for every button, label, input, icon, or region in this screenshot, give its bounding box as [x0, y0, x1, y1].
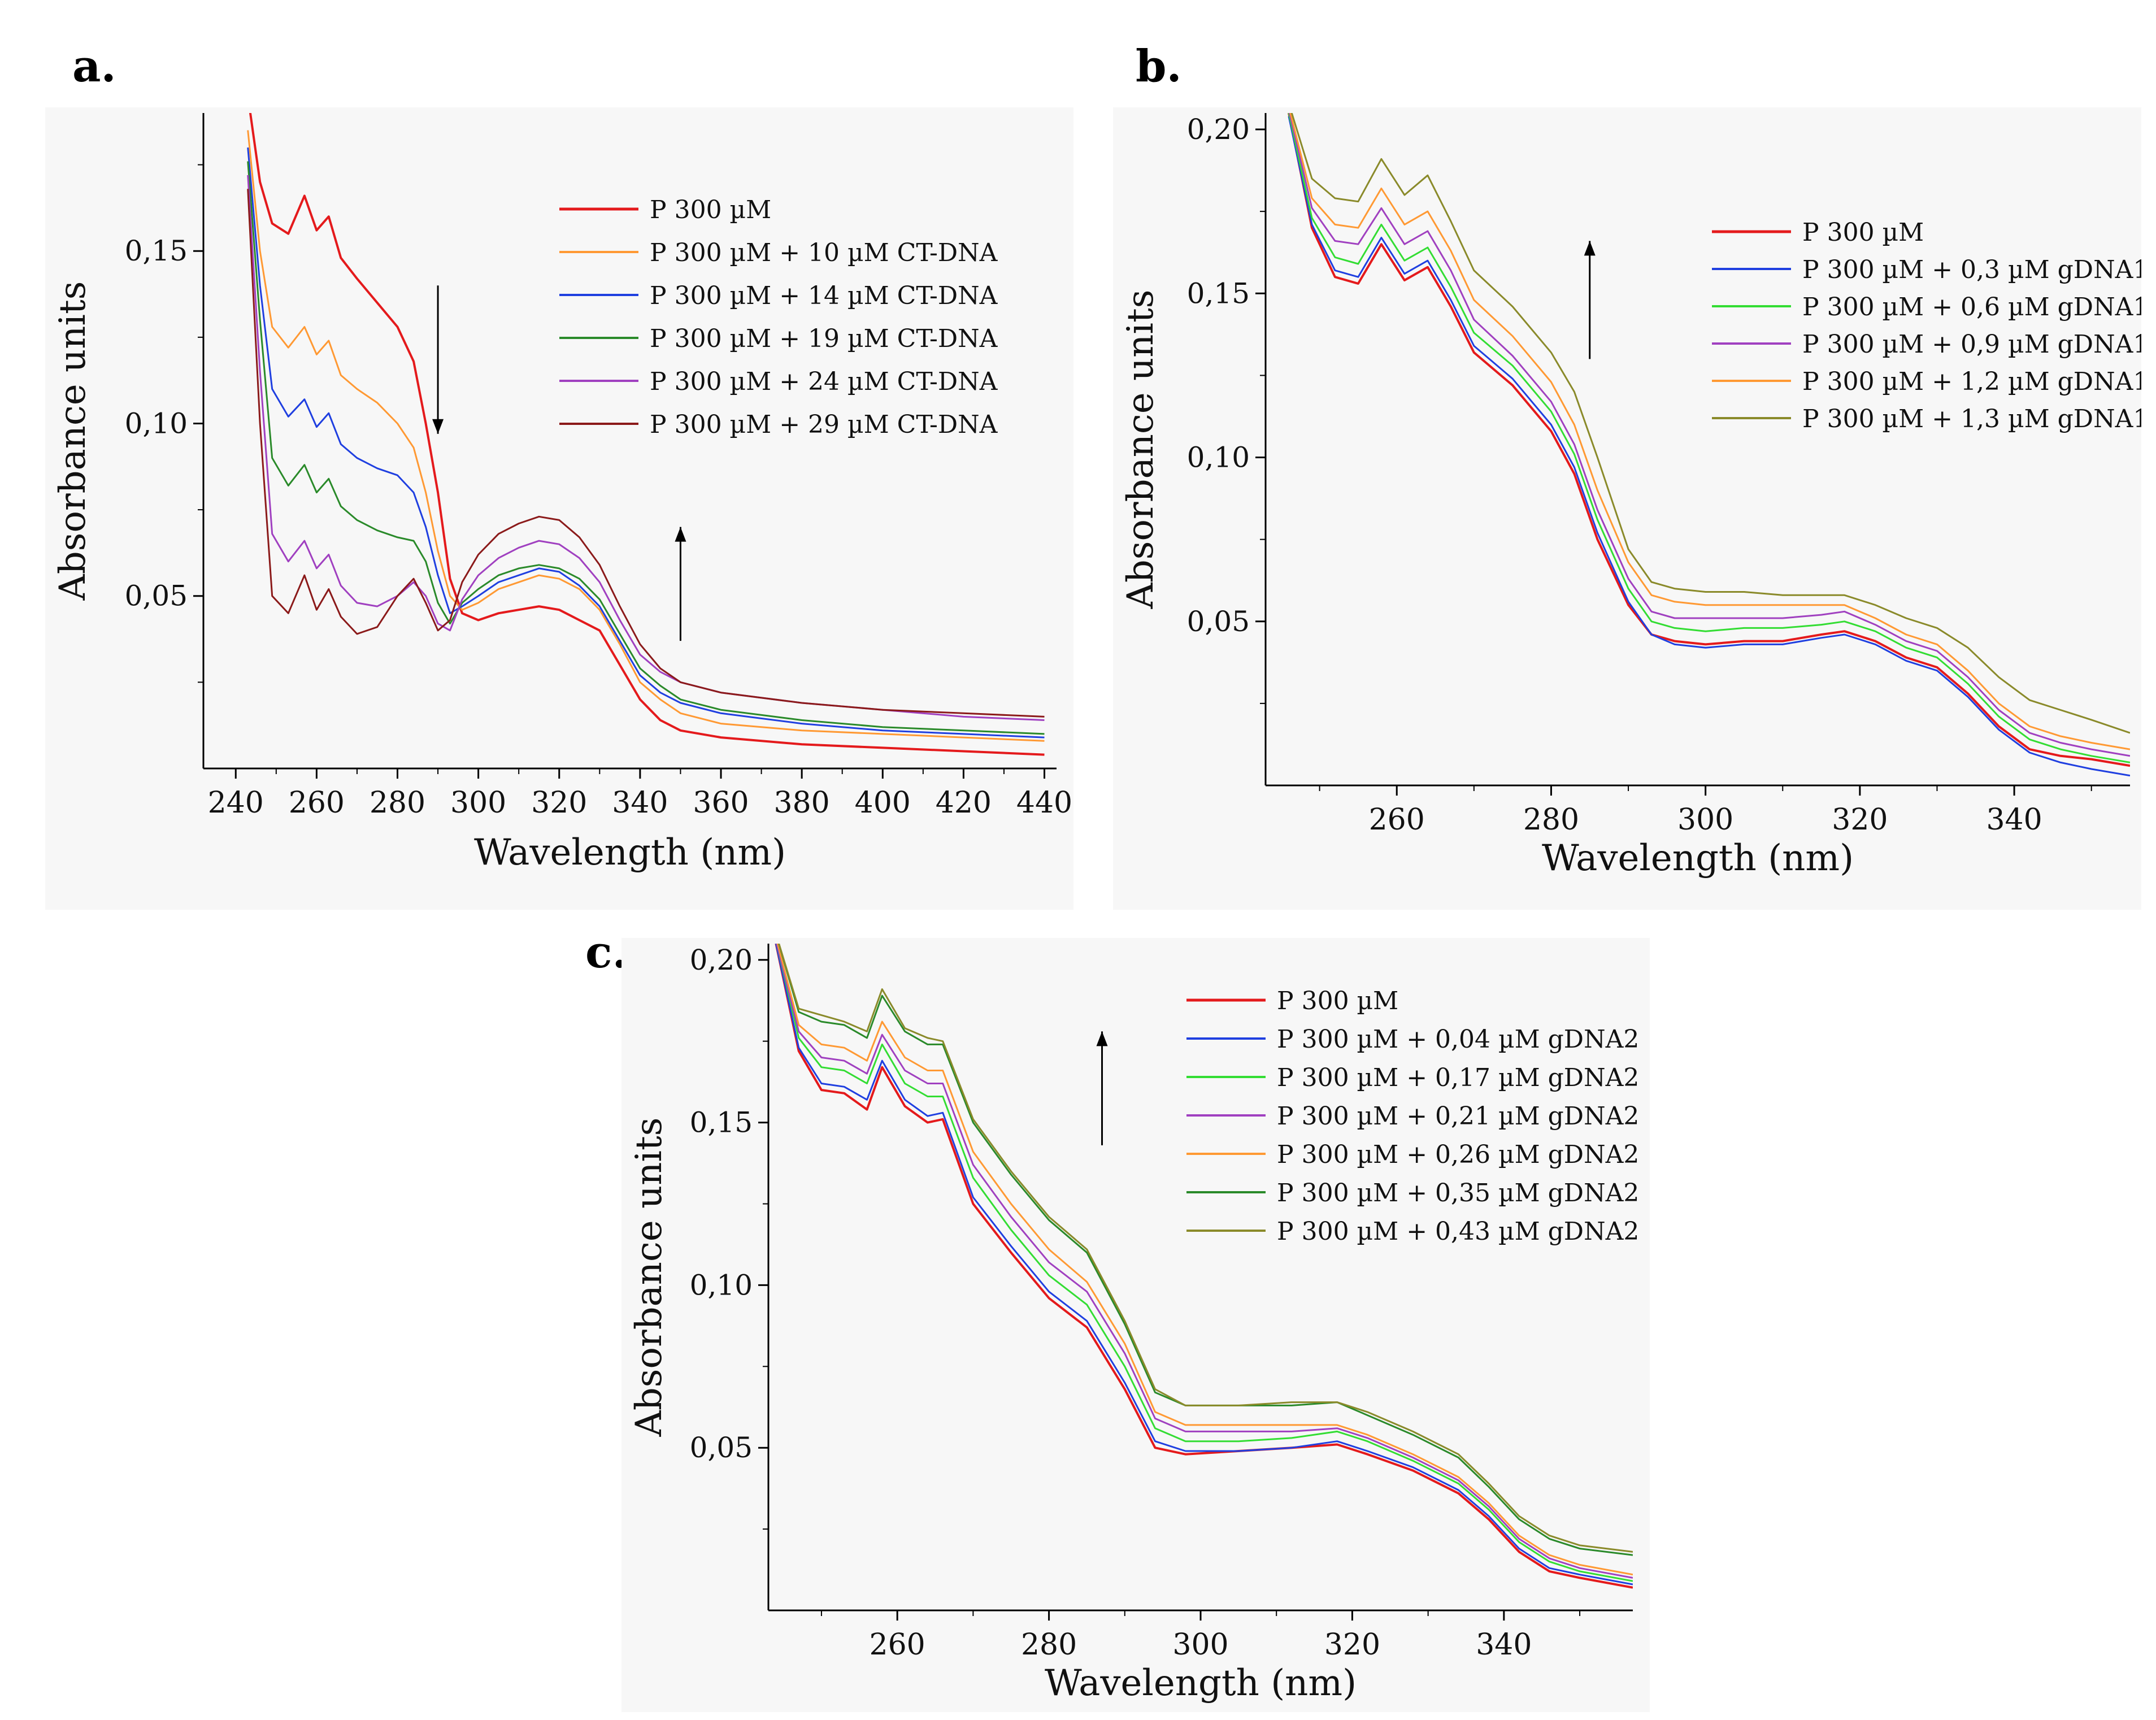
x-tick-label: 280 — [1523, 803, 1579, 837]
legend-label-4: P 300 µM + 19 µM CT-DNA — [650, 324, 998, 353]
legend-label-1: P 300 µM — [650, 196, 771, 224]
x-tick-label: 260 — [870, 1628, 925, 1662]
chart-background — [621, 938, 1650, 1712]
chart-c-panel: 260 280 300 320 340 0,05 0,10 0,15 0,20 Wavelengt… — [621, 938, 1650, 1714]
series-line-4 — [1288, 113, 2130, 757]
y-axis-label: Absorbance units — [1120, 289, 1162, 609]
series-line-6 — [247, 189, 1045, 718]
x-tick-label: 240 — [208, 786, 264, 820]
chart-a-panel: 240 260 280 300 320 340 360 380 400 420 440 0,05 0,1… — [45, 107, 1073, 912]
legend-label-4: P 300 µM + 0,21 µM gDNA2 — [1277, 1102, 1639, 1131]
panel-label-a: a. — [72, 41, 116, 92]
series-line-1 — [1288, 113, 2130, 767]
x-tick-label: 440 — [1016, 786, 1072, 820]
series-line-1 — [775, 944, 1633, 1589]
series-line-2 — [775, 944, 1633, 1586]
x-tick-label: 320 — [531, 786, 587, 820]
y-tick-label: 0,10 — [690, 1269, 753, 1301]
x-axis-label: Wavelength (nm) — [474, 832, 786, 874]
x-tick-label: 400 — [855, 786, 911, 820]
trend-arrow-head — [432, 419, 444, 434]
x-tick-label: 300 — [1677, 803, 1733, 837]
x-tick-label: 340 — [1476, 1628, 1532, 1662]
y-tick-label: 0,10 — [125, 407, 188, 440]
x-tick-label: 420 — [936, 786, 992, 820]
legend-label-5: P 300 µM + 0,26 µM gDNA2 — [1277, 1140, 1639, 1169]
legend-label-3: P 300 µM + 0,17 µM gDNA2 — [1277, 1063, 1639, 1092]
series-line-1 — [249, 113, 1045, 756]
legend-label-1: P 300 µM — [1277, 987, 1398, 1015]
legend-label-4: P 300 µM + 0,9 µM gDNA1 — [1802, 330, 2141, 359]
x-axis-label: Wavelength (nm) — [1542, 837, 1854, 879]
series-line-6 — [777, 944, 1633, 1556]
legend-label-3: P 300 µM + 0,6 µM gDNA1 — [1802, 293, 2141, 322]
x-tick-label: 280 — [1021, 1628, 1077, 1662]
series-line-3 — [776, 944, 1633, 1582]
x-tick-label: 300 — [450, 786, 506, 820]
y-tick-label: 0,15 — [690, 1106, 753, 1139]
legend-label-2: P 300 µM + 0,3 µM gDNA1 — [1802, 255, 2141, 284]
series-line-3 — [247, 147, 1045, 739]
legend-label-1: P 300 µM — [1802, 218, 1924, 247]
trend-arrow-head — [675, 527, 686, 542]
y-axis-label: Absorbance units — [628, 1117, 670, 1437]
series-line-2 — [247, 130, 1045, 742]
legend-label-5: P 300 µM + 24 µM CT-DNA — [650, 367, 998, 396]
panel-label-c: c. — [585, 927, 628, 978]
x-tick-label: 280 — [370, 786, 425, 820]
x-tick-label: 260 — [289, 786, 345, 820]
legend-label-7: P 300 µM + 0,43 µM gDNA2 — [1277, 1217, 1639, 1246]
y-tick-label: 0,20 — [690, 944, 753, 976]
chart-b-panel: 260 280 300 320 340 0,05 0,10 0,15 0,20 Wavelengt… — [1113, 107, 2149, 912]
y-tick-label: 0,15 — [125, 234, 188, 267]
series-line-4 — [247, 161, 1045, 735]
legend-label-5: P 300 µM + 1,2 µM gDNA1 — [1802, 367, 2141, 396]
x-axis-label: Wavelength (nm) — [1045, 1662, 1357, 1704]
series-group — [247, 113, 1045, 756]
legend-label-2: P 300 µM + 0,04 µM gDNA2 — [1277, 1025, 1639, 1054]
x-tick-label: 300 — [1172, 1628, 1228, 1662]
chart-b: 260 280 300 320 340 0,05 0,10 0,15 0,20 Wavelengt… — [1113, 107, 2149, 910]
x-tick-label: 380 — [774, 786, 830, 820]
x-tick-label: 340 — [1986, 803, 2042, 837]
trend-arrow-head — [1096, 1031, 1108, 1046]
x-tick-label: 340 — [612, 786, 668, 820]
series-line-3 — [1288, 113, 2130, 763]
legend-label-2: P 300 µM + 10 µM CT-DNA — [650, 238, 998, 267]
series-line-5 — [1289, 113, 2130, 750]
y-tick-label: 0,10 — [1187, 441, 1250, 474]
x-tick-label: 360 — [693, 786, 749, 820]
series-group — [1288, 113, 2130, 777]
series-line-4 — [776, 944, 1633, 1579]
trend-arrow-head — [1584, 241, 1596, 256]
series-group — [775, 944, 1633, 1589]
series-line-5 — [776, 944, 1633, 1576]
y-tick-label: 0,05 — [690, 1431, 753, 1464]
legend-label-3: P 300 µM + 14 µM CT-DNA — [650, 281, 998, 310]
y-tick-label: 0,05 — [125, 580, 188, 613]
legend-label-6: P 300 µM + 29 µM CT-DNA — [650, 410, 998, 439]
x-tick-label: 260 — [1369, 803, 1425, 837]
y-tick-label: 0,15 — [1187, 277, 1250, 310]
y-tick-label: 0,05 — [1187, 605, 1250, 638]
y-axis-label: Absorbance units — [52, 281, 94, 601]
series-line-6 — [1290, 113, 2130, 734]
chart-background — [1113, 107, 2141, 910]
series-line-2 — [1288, 116, 2130, 777]
series-line-7 — [778, 944, 1633, 1553]
x-tick-label: 320 — [1324, 1628, 1380, 1662]
chart-c: 260 280 300 320 340 0,05 0,10 0,15 0,20 Wavelengt… — [621, 938, 1650, 1712]
chart-a: 240 260 280 300 320 340 360 380 400 420 440 0,05 0,1… — [45, 107, 1073, 910]
legend-label-6: P 300 µM + 0,35 µM gDNA2 — [1277, 1179, 1639, 1208]
x-tick-label: 320 — [1832, 803, 1888, 837]
y-tick-label: 0,20 — [1187, 113, 1250, 146]
panel-label-b: b. — [1136, 41, 1182, 92]
legend-label-6: P 300 µM + 1,3 µM gDNA1 — [1802, 405, 2141, 433]
